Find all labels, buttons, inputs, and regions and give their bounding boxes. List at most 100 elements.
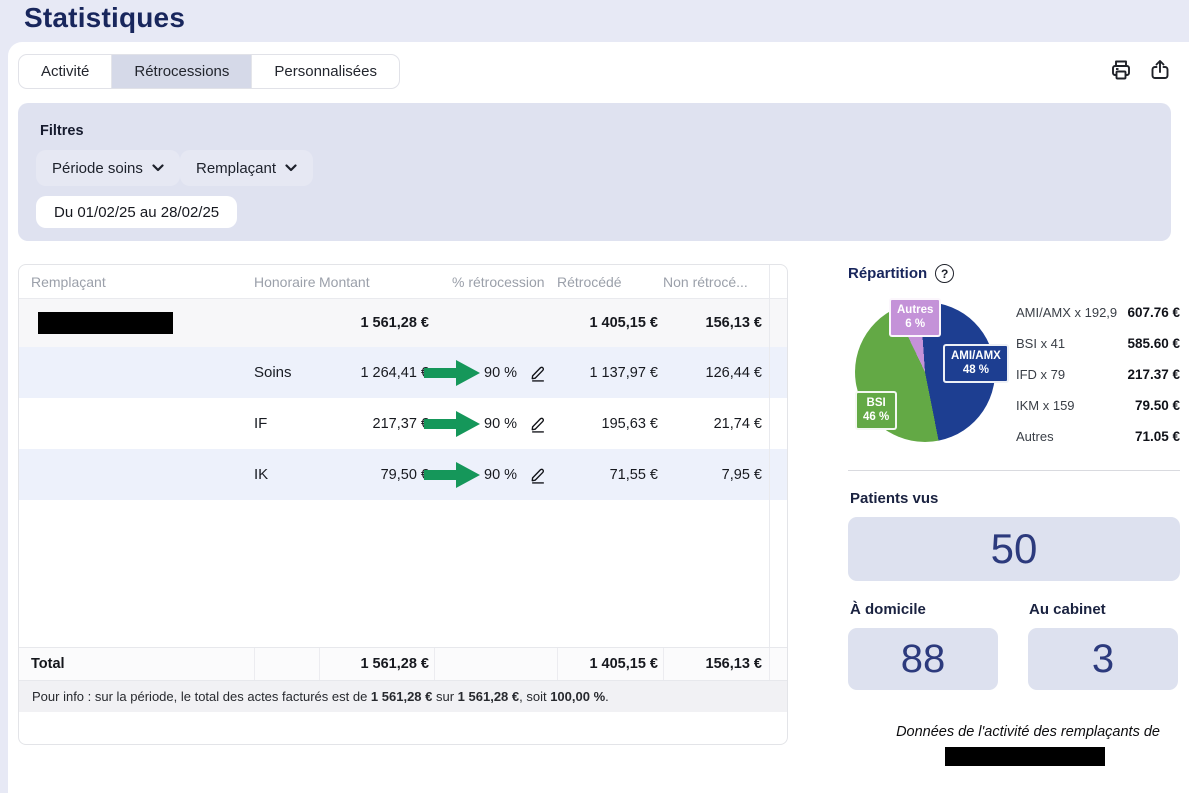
chevron-down-icon — [285, 164, 297, 172]
top-bar: Statistiques — [0, 0, 1189, 42]
honoraire-type: IF — [254, 415, 319, 432]
legend-item: IFD x 79 217.37 € — [1016, 359, 1180, 390]
redacted-practitioner-name — [945, 747, 1105, 766]
repartition-title: Répartition — [848, 265, 927, 282]
column-header-retrocede: Rétrocédé — [557, 274, 663, 290]
retrocede-value: 71,55 € — [557, 467, 663, 483]
statistics-page: Statistiques Activité Rétrocessions Pers… — [0, 0, 1189, 793]
footnote-text: Pour info : sur la période, le total des… — [32, 689, 371, 704]
repartition-pie-wrap: Autres6 % AMI/AMX48 % BSI46 % — [855, 302, 995, 442]
filters-title: Filtres — [40, 123, 84, 139]
filter-remplacant-label: Remplaçant — [196, 160, 276, 177]
help-icon[interactable]: ? — [935, 264, 954, 283]
montant-value: 79,50 € — [319, 467, 434, 483]
patients-vus-title: Patients vus — [850, 490, 938, 507]
data-source-note: Données de l'activité des remplaçants de — [848, 724, 1160, 740]
repartition-legend: AMI/AMX x 192,9 607.76 € BSI x 41 585.60… — [1016, 297, 1180, 452]
summary-non-retrocede: 156,13 € — [663, 315, 769, 331]
pct-retrocession-value: 90 % — [484, 365, 517, 381]
table-row-ik: IK 79,50 € 90 % 71,55 € 7,95 € — [19, 449, 787, 500]
non-retrocede-value: 126,44 € — [663, 365, 769, 381]
edit-pencil-icon[interactable] — [529, 364, 547, 382]
column-header-non-retrocede: Non rétrocé... — [663, 274, 769, 290]
montant-value: 217,37 € — [319, 416, 434, 432]
tab-retrocessions[interactable]: Rétrocessions — [112, 55, 252, 88]
column-header-remplacant: Remplaçant — [19, 274, 254, 290]
legend-label: BSI x 41 — [1016, 336, 1065, 351]
legend-value: 217.37 € — [1127, 367, 1180, 382]
total-montant: 1 561,28 € — [319, 648, 434, 680]
table-scrollbar[interactable] — [769, 500, 787, 647]
pct-retrocession-value: 90 % — [484, 467, 517, 483]
legend-item: AMI/AMX x 192,9 607.76 € — [1016, 297, 1180, 328]
a-domicile-card: 88 — [848, 628, 998, 690]
legend-value: 79.50 € — [1135, 398, 1180, 413]
footnote-percent: 100,00 % — [550, 689, 605, 704]
table-header-row: Remplaçant Honoraire Montant % rétrocess… — [19, 265, 787, 299]
filter-remplacant-dropdown[interactable]: Remplaçant — [180, 150, 313, 186]
annotation-arrow-icon — [424, 360, 480, 386]
retrocessions-table: Remplaçant Honoraire Montant % rétrocess… — [18, 264, 788, 745]
table-empty-area — [19, 500, 787, 647]
edit-pencil-icon[interactable] — [529, 415, 547, 433]
pie-label-ami-amx: AMI/AMX48 % — [943, 344, 1009, 383]
column-header-pct-retrocession: % rétrocession — [434, 274, 557, 290]
redacted-remplacant-name — [38, 312, 173, 334]
legend-item: BSI x 41 585.60 € — [1016, 328, 1180, 359]
legend-label: AMI/AMX x 192,9 — [1016, 305, 1117, 320]
repartition-title-row: Répartition ? — [848, 264, 1180, 283]
retrocede-value: 195,63 € — [557, 416, 663, 432]
au-cabinet-card: 3 — [1028, 628, 1178, 690]
filter-periode-soins-dropdown[interactable]: Période soins — [36, 150, 180, 186]
summary-retrocede: 1 405,15 € — [557, 315, 663, 331]
tab-personnalisees[interactable]: Personnalisées — [252, 55, 399, 88]
filters-panel: Filtres Période soins Remplaçant Du 01/0… — [18, 103, 1171, 241]
pct-retrocession-value: 90 % — [484, 416, 517, 432]
honoraire-type: IK — [254, 466, 319, 483]
annotation-arrow-icon — [424, 411, 480, 437]
patients-total-card: 50 — [848, 517, 1180, 581]
table-total-row: Total 1 561,28 € 1 405,15 € 156,13 € — [19, 647, 787, 680]
export-icon[interactable] — [1147, 57, 1173, 83]
toolbar — [1108, 57, 1173, 83]
filter-periode-soins-label: Période soins — [52, 160, 143, 177]
legend-label: IFD x 79 — [1016, 367, 1065, 382]
chevron-down-icon — [152, 164, 164, 172]
print-icon[interactable] — [1108, 57, 1134, 83]
repartition-panel: Répartition ? Autres6 % AMI/AMX48 % BSI4… — [848, 264, 1180, 784]
non-retrocede-value: 21,74 € — [663, 416, 769, 432]
honoraire-type: Soins — [254, 364, 319, 381]
pie-label-autres: Autres6 % — [889, 298, 941, 337]
legend-value: 585.60 € — [1127, 336, 1180, 351]
footnote-text: sur — [432, 689, 457, 704]
table-scrollbar[interactable] — [769, 265, 787, 298]
montant-value: 1 264,41 € — [319, 365, 434, 381]
a-domicile-label: À domicile — [850, 601, 926, 618]
legend-label: IKM x 159 — [1016, 398, 1075, 413]
table-footnote: Pour info : sur la période, le total des… — [19, 680, 787, 712]
section-divider — [848, 470, 1180, 471]
page-title: Statistiques — [24, 2, 185, 34]
legend-item: IKM x 159 79.50 € — [1016, 390, 1180, 421]
legend-value: 71.05 € — [1135, 429, 1180, 444]
footnote-text: , soit — [519, 689, 550, 704]
table-row-if: IF 217,37 € 90 % 195,63 € 21,74 € — [19, 398, 787, 449]
legend-item: Autres 71.05 € — [1016, 421, 1180, 452]
legend-value: 607.76 € — [1127, 305, 1180, 320]
non-retrocede-value: 7,95 € — [663, 467, 769, 483]
total-label: Total — [19, 648, 254, 680]
total-non-retrocede: 156,13 € — [663, 648, 769, 680]
column-header-montant: Montant — [319, 274, 434, 290]
tab-bar: Activité Rétrocessions Personnalisées — [18, 54, 400, 89]
annotation-arrow-icon — [424, 462, 480, 488]
date-range-chip[interactable]: Du 01/02/25 au 28/02/25 — [36, 196, 237, 228]
table-row-soins: Soins 1 264,41 € 90 % 1 137,97 € 126,44 … — [19, 347, 787, 398]
tab-activite[interactable]: Activité — [19, 55, 112, 88]
total-retrocede: 1 405,15 € — [557, 648, 663, 680]
footnote-amount-billed: 1 561,28 € — [371, 689, 432, 704]
au-cabinet-label: Au cabinet — [1029, 601, 1106, 618]
table-row-remplacant-summary[interactable]: 1 561,28 € 1 405,15 € 156,13 € — [19, 299, 787, 347]
legend-label: Autres — [1016, 429, 1054, 444]
edit-pencil-icon[interactable] — [529, 466, 547, 484]
footnote-amount-total: 1 561,28 € — [458, 689, 519, 704]
